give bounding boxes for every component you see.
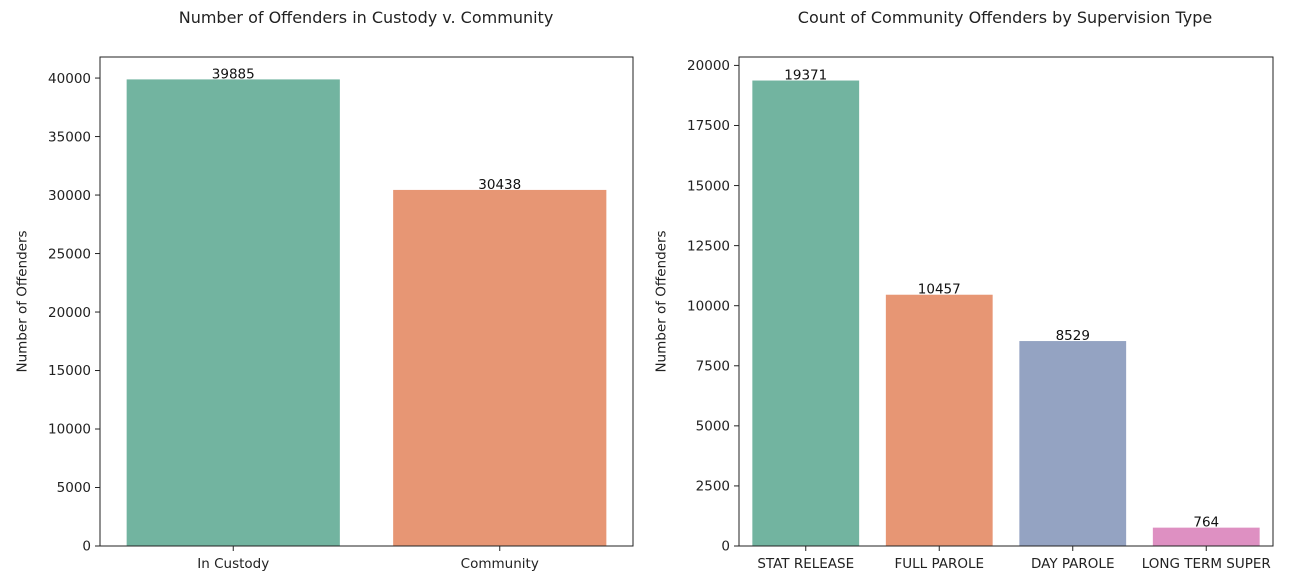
data-label: 8529 bbox=[1056, 328, 1090, 344]
data-label: 39885 bbox=[212, 66, 255, 82]
chart-1: Number of Offenders in Custody v. Commun… bbox=[15, 8, 634, 572]
chart-2: Count of Community Offenders by Supervis… bbox=[654, 8, 1274, 572]
bar-2 bbox=[393, 189, 607, 546]
y-tick-label: 20000 bbox=[48, 305, 91, 321]
y-axis-label: Number of Offenders bbox=[654, 230, 670, 372]
plot-frame bbox=[738, 56, 1274, 547]
y-tick-label: 30000 bbox=[48, 188, 91, 204]
bar-1 bbox=[752, 80, 860, 546]
data-label: 30438 bbox=[478, 177, 521, 193]
x-tick-label: Community bbox=[461, 556, 539, 572]
y-tick-label: 12500 bbox=[687, 238, 730, 254]
bar-3 bbox=[1019, 341, 1127, 546]
chart-title: Count of Community Offenders by Supervis… bbox=[798, 8, 1212, 27]
x-tick-label: STAT RELEASE bbox=[757, 556, 854, 572]
x-tick-label: LONG TERM SUPER bbox=[1142, 556, 1271, 572]
plot-frame bbox=[99, 56, 634, 547]
x-tick-label: In Custody bbox=[197, 556, 269, 572]
y-tick-label: 2500 bbox=[696, 479, 730, 495]
data-label: 764 bbox=[1193, 515, 1219, 531]
bar-4 bbox=[1152, 527, 1260, 546]
y-tick-label: 17500 bbox=[687, 118, 730, 134]
x-tick-label: DAY PAROLE bbox=[1031, 556, 1114, 572]
y-axis-label: Number of Offenders bbox=[15, 230, 31, 372]
y-tick-label: 0 bbox=[721, 539, 730, 555]
y-tick-label: 15000 bbox=[687, 178, 730, 194]
y-tick-label: 10000 bbox=[687, 298, 730, 314]
y-tick-label: 10000 bbox=[48, 422, 91, 438]
y-tick-label: 35000 bbox=[48, 129, 91, 145]
y-tick-label: 7500 bbox=[696, 359, 730, 375]
y-tick-label: 5000 bbox=[57, 480, 91, 496]
y-tick-label: 0 bbox=[82, 539, 91, 555]
y-tick-label: 25000 bbox=[48, 246, 91, 262]
chart-title: Number of Offenders in Custody v. Commun… bbox=[179, 8, 554, 27]
y-tick-label: 15000 bbox=[48, 363, 91, 379]
y-tick-label: 20000 bbox=[687, 58, 730, 74]
y-tick-label: 40000 bbox=[48, 71, 91, 87]
bar-2 bbox=[885, 294, 993, 546]
data-label: 10457 bbox=[918, 282, 961, 298]
bar-1 bbox=[126, 79, 340, 547]
y-tick-label: 5000 bbox=[696, 419, 730, 435]
data-label: 19371 bbox=[784, 68, 827, 84]
x-tick-label: FULL PAROLE bbox=[894, 556, 984, 572]
